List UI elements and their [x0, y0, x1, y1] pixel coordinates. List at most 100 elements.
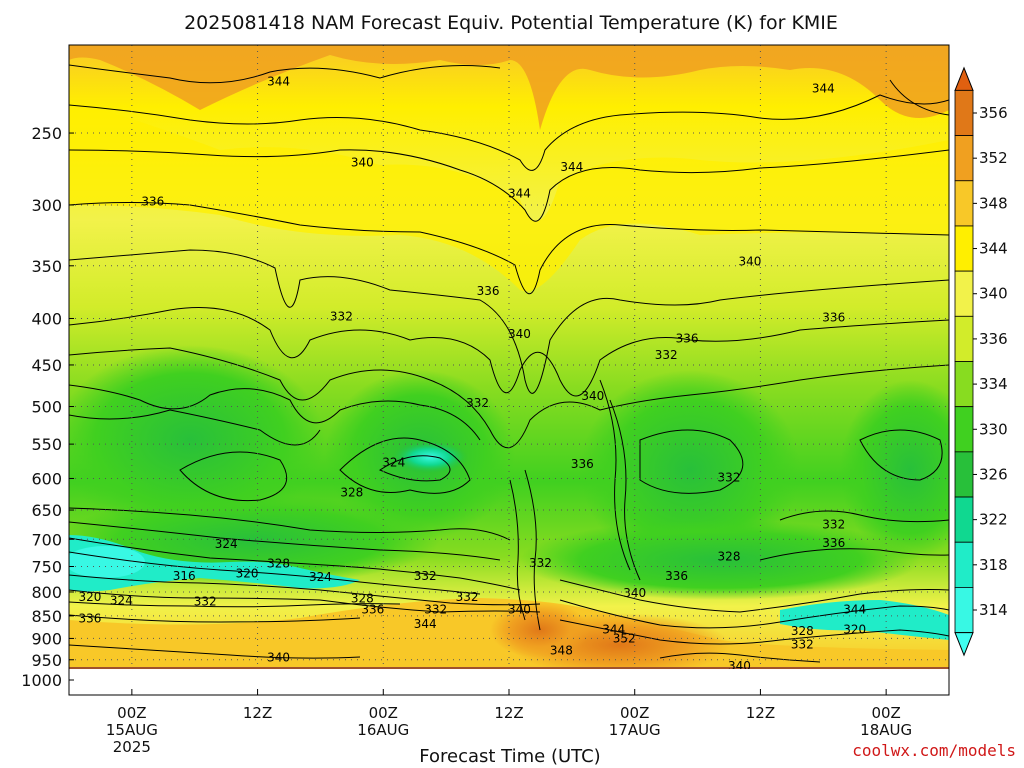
contour-label: 340 — [738, 254, 761, 268]
colorbar-swatch — [954, 135, 974, 182]
contour-label: 324 — [382, 456, 405, 470]
contour-label: 332 — [791, 637, 814, 651]
x-tick-label: 00Z — [369, 704, 398, 722]
y-tick-label: 300 — [31, 196, 62, 215]
x-tick-label: 16AUG — [357, 721, 409, 739]
contour-label: 324 — [215, 537, 238, 551]
contour-label: 336 — [571, 457, 594, 471]
credit-text[interactable]: coolwx.com/models — [852, 741, 1016, 760]
contour-label: 340 — [351, 155, 374, 169]
y-tick-label: 1000 — [21, 671, 62, 690]
contour-lines — [69, 64, 949, 663]
contour-label: 344 — [560, 160, 583, 174]
contour-label: 336 — [822, 310, 845, 324]
contour-label: 336 — [665, 569, 688, 583]
contour-label: 336 — [822, 536, 845, 550]
x-tick-label: 15AUG — [106, 721, 158, 739]
colorbar-swatch — [954, 587, 974, 633]
contour-label: 340 — [508, 327, 531, 341]
colorbar-top-arrow — [954, 66, 974, 91]
y-tick-label: 950 — [31, 651, 62, 670]
y-tick-label: 900 — [31, 629, 62, 648]
y-tick-label: 350 — [31, 257, 62, 276]
contour-label: 328 — [791, 624, 814, 638]
x-tick-label: 12Z — [243, 704, 272, 722]
contour-label: 332 — [414, 569, 437, 583]
colorbar-label: 330 — [979, 420, 1008, 438]
x-tick-label: 00Z — [620, 704, 649, 722]
field-green-left — [69, 345, 325, 535]
surface-strip — [69, 667, 949, 669]
colorbar-swatch — [954, 315, 974, 362]
x-tick-label: 2025 — [113, 738, 151, 756]
colorbar-swatch — [954, 406, 974, 453]
y-tick-label: 500 — [31, 398, 62, 417]
contour-label: 328 — [267, 556, 290, 570]
contour-label: 324 — [309, 570, 332, 584]
y-tick-label: 800 — [31, 583, 62, 602]
contour-label: 336 — [78, 612, 101, 626]
colorbar-swatch — [954, 225, 974, 272]
contour-label: 336 — [676, 332, 699, 346]
contour-label: 340 — [267, 651, 290, 665]
contour-label: 336 — [141, 194, 164, 208]
colorbar-label: 314 — [979, 601, 1008, 619]
contour-label: 336 — [361, 602, 384, 616]
contour-label: 332 — [655, 348, 678, 362]
colorbar-swatch — [954, 90, 974, 136]
colorbar-label: 326 — [979, 465, 1008, 483]
y-tick-label: 600 — [31, 469, 62, 488]
contour-label: 320 — [843, 622, 866, 636]
y-tick-label: 550 — [31, 435, 62, 454]
x-tick-label: 12Z — [746, 704, 775, 722]
colorbar-label: 356 — [979, 104, 1008, 122]
contour-label: 340 — [623, 586, 646, 600]
colorbar-label: 348 — [979, 194, 1008, 212]
contour-label: 332 — [424, 602, 447, 616]
contour-label: 332 — [456, 590, 479, 604]
contour-label: 332 — [718, 470, 741, 484]
contour-label: 328 — [351, 591, 374, 605]
contour-label: 332 — [194, 595, 217, 609]
contour-label: 324 — [110, 594, 133, 608]
x-tick-label: 12Z — [494, 704, 523, 722]
field-cyan-core — [69, 546, 145, 578]
y-tick-label: 250 — [31, 124, 62, 143]
colorbar-label: 344 — [979, 240, 1008, 258]
colorbar-label: 336 — [979, 330, 1008, 348]
contour-label: 336 — [477, 284, 500, 298]
contour-label: 340 — [728, 659, 751, 673]
field-cyan-inversion — [69, 535, 360, 592]
y-tick-label: 450 — [31, 356, 62, 375]
contour-label: 320 — [236, 566, 259, 580]
colorbar-swatch — [954, 361, 974, 408]
contour-label: 332 — [529, 556, 552, 570]
contour-label: 344 — [602, 622, 625, 636]
contour-label: 340 — [581, 389, 604, 403]
x-tick-label: 00Z — [117, 704, 146, 722]
x-tick-label: 17AUG — [609, 721, 661, 739]
contour-label: 328 — [718, 549, 741, 563]
y-tick-label: 750 — [31, 557, 62, 576]
contour-label: 348 — [550, 643, 573, 657]
field-green-far-right — [840, 380, 949, 560]
colorbar-label: 322 — [979, 511, 1008, 529]
contour-label: 344 — [508, 186, 531, 200]
colorbar-label: 340 — [979, 285, 1008, 303]
contour-label: 316 — [173, 569, 196, 583]
contour-label: 332 — [466, 396, 489, 410]
x-tick-label: 18AUG — [860, 721, 912, 739]
colorbar-label: 334 — [979, 375, 1008, 393]
field-cyan-center — [392, 441, 468, 473]
contour-label: 344 — [843, 602, 866, 616]
contour-label: 340 — [508, 602, 531, 616]
colorbar-swatch — [954, 541, 974, 588]
contour-label: 328 — [340, 485, 363, 499]
colorbar-label: 352 — [979, 149, 1008, 167]
colorbar-swatch — [954, 496, 974, 543]
contour-label: 344 — [414, 617, 437, 631]
contour-label: 344 — [812, 82, 835, 96]
y-tick-label: 650 — [31, 501, 62, 520]
